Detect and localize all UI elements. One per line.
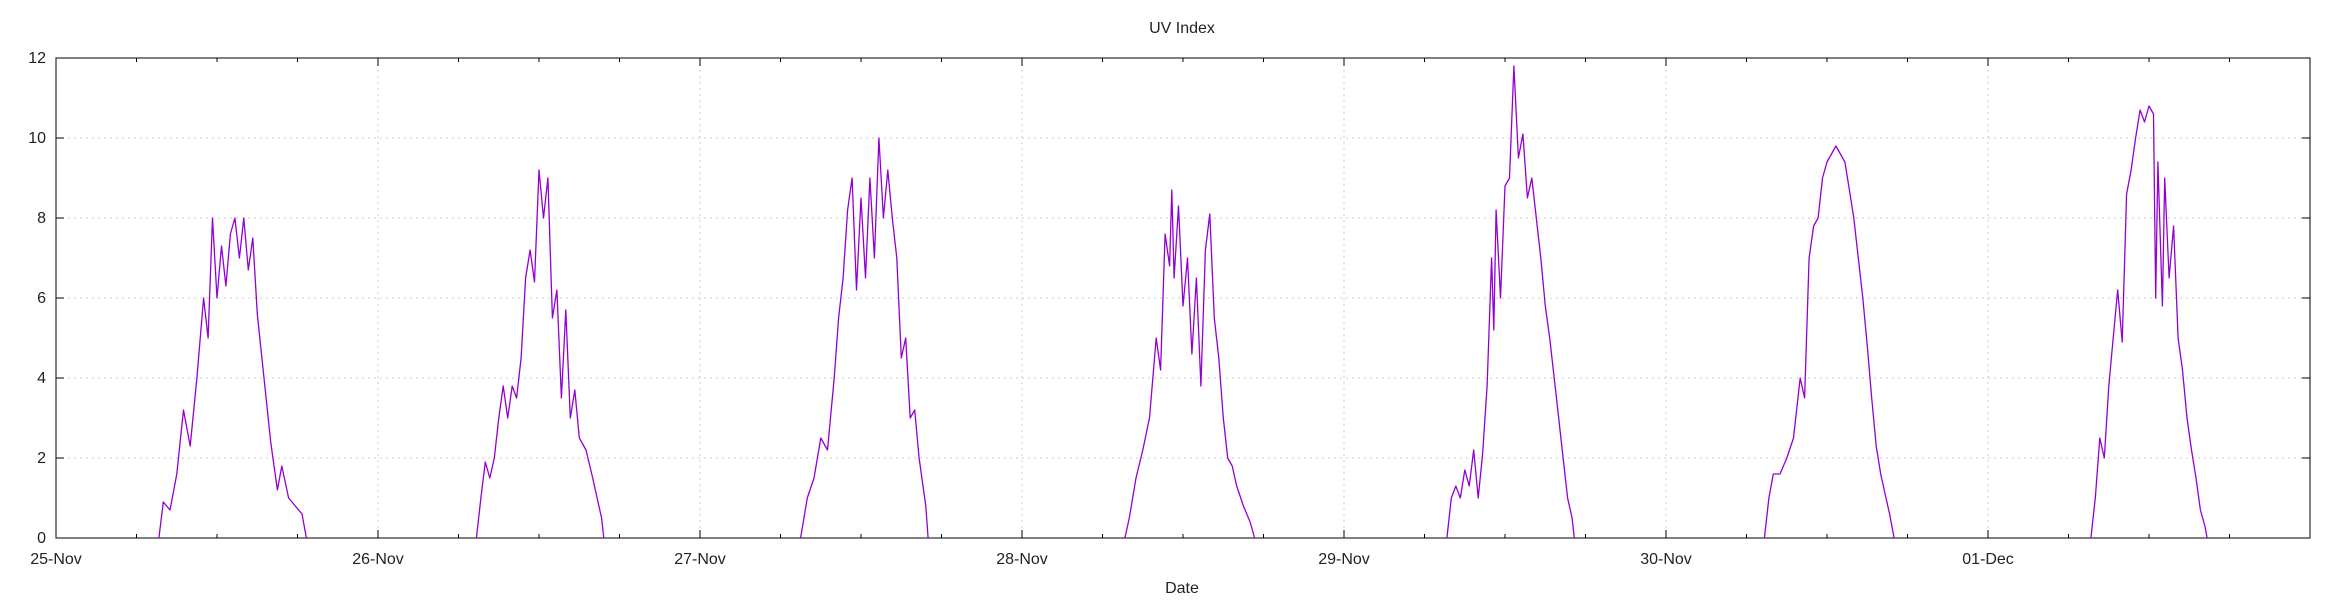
uv-index-series-line [158, 65, 2208, 539]
grid-layer [56, 58, 2310, 538]
plot-border [55, 57, 2311, 539]
x-tick-label: 29-Nov [1318, 551, 1370, 568]
series-layer [158, 65, 2208, 539]
axis-layer: 0 2 4 6 8 10 12 25-Nov 26-Nov 27-Nov 28-Nov 29-Nov 3… [28, 50, 2311, 568]
x-tick-label: 25-Nov [30, 551, 82, 568]
y-tick-label: 0 [37, 530, 46, 547]
x-tick-label: 01-Dec [1962, 551, 2014, 568]
y-tick-label: 4 [37, 370, 46, 387]
x-tick-label: 26-Nov [352, 551, 404, 568]
x-tick-label: 27-Nov [674, 551, 726, 568]
y-tick-label: 12 [28, 50, 46, 67]
chart-title: UV Index [1149, 20, 1215, 37]
y-tick-label: 10 [28, 130, 46, 147]
x-tick-label: 28-Nov [996, 551, 1048, 568]
y-tick-label: 6 [37, 290, 46, 307]
y-tick-label: 8 [37, 210, 46, 227]
x-axis-label: Date [1165, 580, 1199, 597]
x-tick-label: 30-Nov [1640, 551, 1692, 568]
y-tick-label: 2 [37, 450, 46, 467]
